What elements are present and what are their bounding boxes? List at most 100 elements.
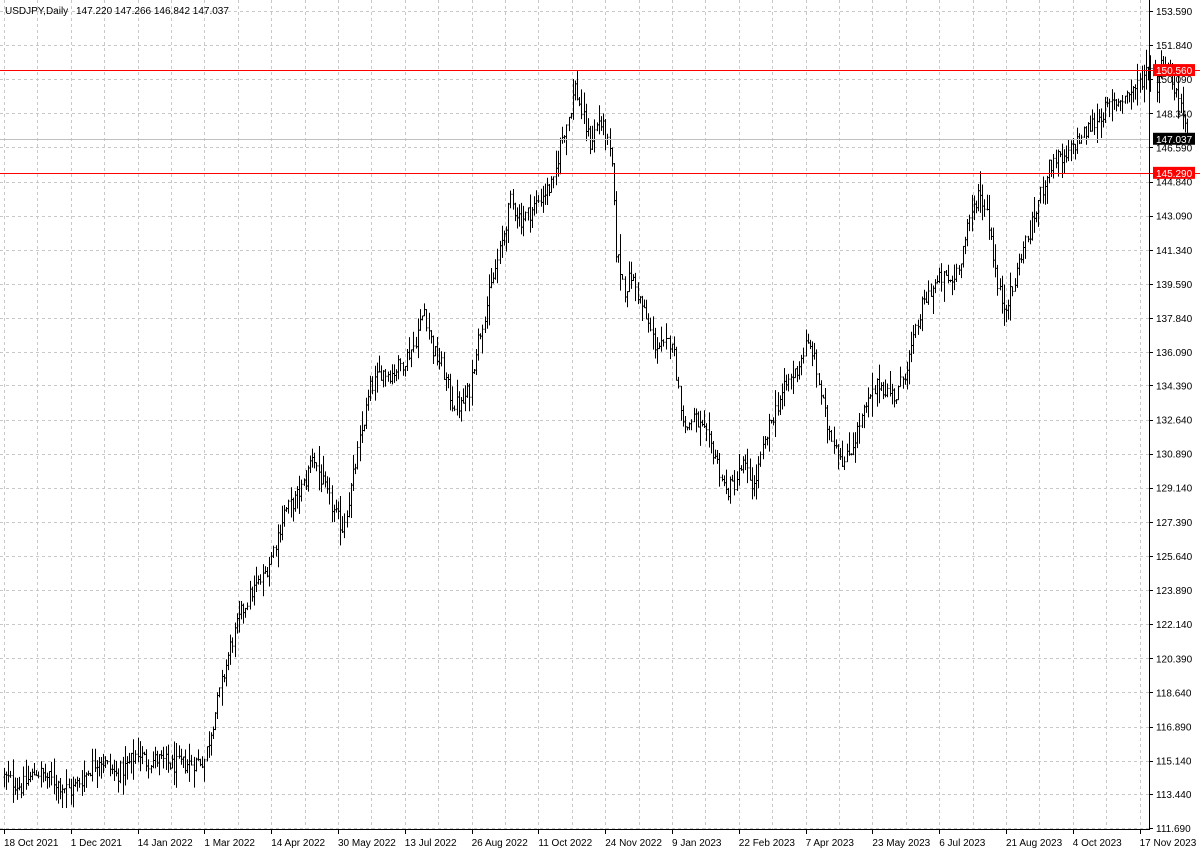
ohlc-bar [68, 778, 71, 789]
ohlc-bar [615, 191, 618, 263]
ohlc-bar [350, 483, 353, 518]
ohlc-bar [671, 343, 674, 353]
ohlc-bar [266, 567, 269, 578]
ohlc-bar [740, 465, 743, 471]
ohlc-bar [33, 762, 36, 776]
ohlc-bar [1037, 200, 1040, 227]
ohlc-bar [397, 355, 400, 380]
ohlc-bar [1113, 92, 1116, 110]
ohlc-bar [516, 207, 519, 229]
ohlc-bar [818, 372, 821, 386]
ohlc-bar [100, 757, 103, 779]
price-axis[interactable]: 153.590 151.840 150.090 148.340 146.590 144.8… [1149, 7, 1193, 835]
ohlc-bar [1011, 286, 1014, 297]
price-tick-label: 123.890 [1156, 586, 1193, 597]
ohlc-bar [990, 227, 993, 240]
ohlc-bar [822, 394, 825, 399]
ohlc-bar [94, 748, 97, 773]
ohlc-bar [1035, 211, 1038, 223]
ohlc-bar [188, 743, 191, 782]
ohlc-bar [356, 441, 359, 470]
time-tick-label: 13 Jul 2022 [405, 838, 457, 849]
ohlc-bar [628, 261, 631, 293]
ohlc-bar [251, 586, 254, 602]
ohlc-bar [701, 419, 704, 427]
ohlc-bar [686, 426, 689, 431]
ohlc-bar [415, 336, 418, 349]
ohlc-bar [225, 659, 228, 687]
ohlc-bar [716, 449, 719, 464]
ohlc-bar [137, 737, 140, 763]
ohlc-bar [878, 364, 881, 404]
ohlc-bar [695, 408, 698, 433]
ohlc-bar [583, 92, 586, 124]
ohlc-bar [1016, 262, 1019, 288]
ohlc-bar [742, 456, 745, 474]
ohlc-bar [1124, 95, 1127, 104]
ohlc-bar [723, 475, 726, 487]
ohlc-bar [988, 195, 991, 240]
price-tick-label: 141.340 [1156, 246, 1193, 257]
ohlc-bar [81, 769, 84, 796]
ohlc-bar [111, 764, 114, 775]
ohlc-bar [574, 80, 577, 101]
ohlc-bar [820, 380, 823, 405]
ohlc-bar [637, 282, 640, 305]
ohlc-bar [303, 478, 306, 486]
ohlc-bar [1096, 103, 1099, 143]
ohlc-bar [466, 382, 469, 398]
ohlc-bar [339, 496, 342, 546]
ohlc-bar [712, 440, 715, 465]
ohlc-bar [436, 336, 439, 366]
time-axis[interactable]: 18 Oct 2021 1 Dec 2021 14 Jan 2022 1 Mar 20… [4, 829, 1197, 849]
ohlc-bar [690, 419, 693, 431]
ohlc-bar [854, 432, 857, 463]
price-tick-label: 144.840 [1156, 178, 1193, 189]
ohlc-bar [270, 552, 273, 565]
ohlc-bar [119, 760, 122, 784]
chart-ohlc-readout: 147.220 147.266 146.842 147.037 [76, 6, 229, 17]
ohlc-bar [150, 764, 153, 774]
ohlc-bar [1104, 96, 1107, 124]
ohlc-bar [585, 103, 588, 142]
ohlc-bar [324, 471, 327, 488]
ohlc-bar [602, 113, 605, 136]
ohlc-bar [557, 150, 560, 177]
ohlc-bar [751, 467, 754, 500]
ohlc-bar [596, 122, 599, 132]
ohlc-bar [318, 445, 321, 491]
ohlc-bar [78, 777, 81, 788]
time-tick-label: 1 Dec 2021 [71, 838, 123, 849]
ohlc-bar [259, 574, 262, 585]
ohlc-bar [617, 254, 620, 263]
ohlc-bar [65, 769, 68, 809]
ohlc-bar [729, 476, 732, 504]
ohlc-bar [421, 315, 424, 321]
ohlc-bar [770, 419, 773, 424]
ohlc-bar [1128, 92, 1131, 103]
horizontal-levels[interactable] [0, 70, 1200, 174]
ohlc-bar [630, 261, 633, 289]
ohlc-bar [1074, 143, 1077, 160]
ohlc-bar [218, 687, 221, 698]
ohlc-bar [374, 365, 377, 401]
ohlc-bar [438, 347, 441, 370]
ohlc-bar [955, 263, 958, 282]
price-tick-label: 148.340 [1156, 109, 1193, 120]
ohlc-bar [382, 370, 385, 388]
ohlc-bar [275, 545, 278, 557]
ohlc-bar [335, 499, 338, 513]
ohlc-bar [828, 425, 831, 441]
ohlc-bar [949, 279, 952, 283]
ohlc-bar [1029, 220, 1032, 245]
ohlc-bar [309, 455, 312, 474]
ohlc-bar [524, 211, 527, 222]
ohlc-bar [807, 333, 810, 344]
ohlc-bar [895, 399, 898, 404]
ohlc-bar [285, 506, 288, 512]
ohlc-bar [643, 299, 646, 309]
ohlc-bar [802, 347, 805, 364]
ohlc-bar [1020, 253, 1023, 263]
